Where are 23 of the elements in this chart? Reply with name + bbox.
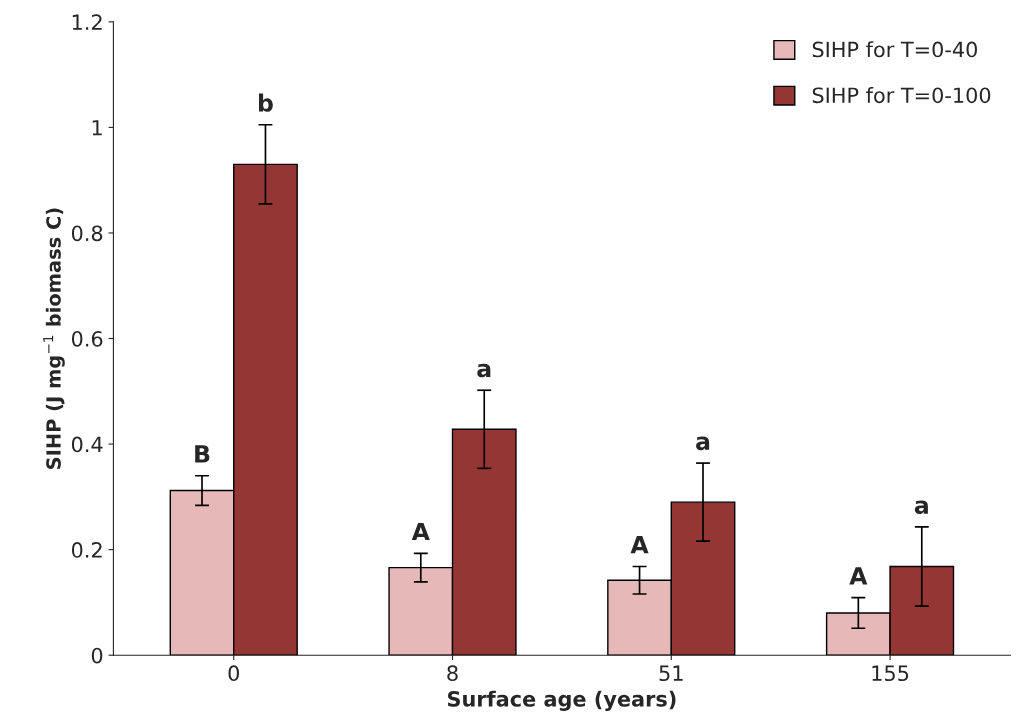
data-label: A	[849, 567, 868, 585]
data-label: a	[914, 500, 928, 515]
x-tick-label: 0	[228, 665, 239, 682]
x-tick-label: 155	[872, 665, 909, 682]
data-label: B	[195, 445, 210, 463]
y-tick-label: 0.6	[71, 330, 103, 347]
y-axis-title: SIHP (J mg$^{−1}$ biomass C)	[43, 208, 65, 469]
legend-label: SIHP for T=0-40	[812, 41, 977, 58]
y-tick-label: 0	[91, 647, 103, 664]
data-label: a	[696, 436, 710, 451]
data-label: A	[630, 536, 649, 554]
x-axis-title: Surface age (years)	[447, 690, 676, 711]
x-tick-label: 8	[447, 665, 458, 682]
y-tick-label: 0.4	[71, 436, 103, 453]
y-tick-label: 0.2	[71, 542, 102, 558]
legend-label: SIHP for T=0-100	[812, 87, 991, 104]
data-label: b	[258, 93, 273, 112]
data-label: A	[411, 522, 430, 541]
y-tick-label: 1	[92, 120, 102, 136]
y-tick-label: 0.8	[71, 225, 103, 242]
y-tick-label: 1.2	[72, 14, 102, 30]
data-label: a	[477, 363, 491, 378]
x-tick-label: 51	[659, 665, 683, 682]
